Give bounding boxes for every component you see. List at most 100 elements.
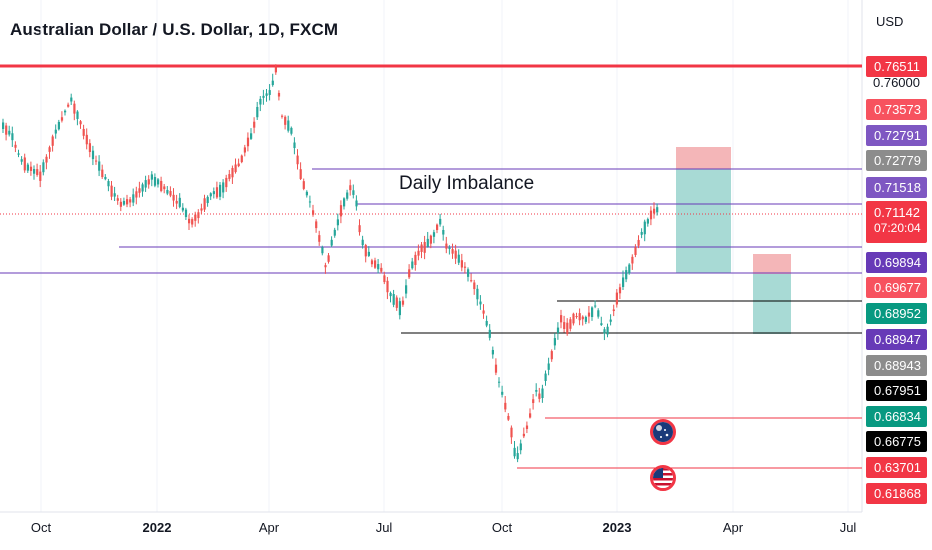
candle (206, 195, 209, 207)
candle (479, 295, 482, 310)
candle (160, 176, 163, 193)
candle (343, 197, 346, 210)
candle (386, 276, 389, 300)
axis-price-076000: 0.76000 (873, 75, 920, 90)
candle (178, 193, 181, 209)
candle (101, 164, 104, 179)
candle (200, 203, 203, 215)
candle (401, 296, 405, 307)
candle (507, 413, 510, 422)
australia-flag-icon[interactable] (650, 419, 676, 445)
candle (653, 202, 656, 219)
candle (336, 213, 339, 231)
candle (569, 317, 572, 332)
candle (315, 219, 318, 233)
candle (188, 214, 191, 230)
candle (194, 211, 197, 227)
candle (398, 297, 401, 320)
candle (618, 283, 622, 300)
candle (460, 253, 463, 272)
candle (79, 120, 82, 129)
candle (370, 258, 374, 268)
candle (262, 89, 265, 105)
candle (48, 145, 51, 159)
candle (572, 312, 575, 326)
candle (54, 124, 57, 139)
candle (82, 124, 85, 140)
candle (432, 229, 436, 244)
candle (327, 253, 330, 264)
candle (463, 262, 467, 274)
candle (600, 316, 603, 327)
candle (138, 181, 141, 198)
candle (426, 231, 429, 248)
short-position-2-target-zone[interactable] (753, 274, 791, 334)
candle (522, 427, 525, 439)
short-position-2-stop-zone[interactable] (753, 254, 791, 274)
candle (246, 132, 250, 152)
candle (67, 102, 70, 108)
candle (290, 126, 293, 136)
candle (259, 96, 262, 112)
candle (228, 169, 231, 182)
price-label-068947: 0.68947 (866, 329, 927, 350)
candle (346, 189, 349, 201)
candle (575, 312, 578, 319)
candle (448, 245, 451, 255)
candle (91, 145, 95, 166)
price-label-072779: 0.72779 (866, 150, 927, 171)
candle (442, 225, 445, 241)
candle (293, 137, 296, 155)
candle (395, 295, 398, 311)
candle (256, 101, 259, 121)
candle (305, 190, 308, 198)
candle (417, 244, 420, 261)
candle (405, 279, 408, 299)
price-label-069677: 0.69677 (866, 277, 927, 298)
candle (172, 188, 175, 207)
candle (581, 315, 584, 326)
candle (587, 305, 591, 324)
candle (132, 188, 135, 207)
candle (296, 149, 299, 170)
candle (516, 446, 519, 463)
imbalance-label[interactable]: Daily Imbalance (399, 173, 535, 194)
candle (85, 128, 88, 150)
candle (191, 217, 194, 228)
short-position-stop-zone[interactable] (676, 147, 731, 169)
candle (457, 249, 460, 266)
candle (253, 117, 256, 134)
candle (525, 421, 529, 434)
candle (640, 228, 643, 239)
price-label-076511: 0.76511 (866, 56, 927, 77)
candle (454, 244, 457, 265)
candle (107, 178, 110, 192)
candle (488, 324, 491, 341)
candle (473, 279, 476, 295)
candle (147, 175, 150, 189)
candle (612, 304, 615, 317)
candle (39, 165, 42, 188)
candle (544, 370, 547, 386)
candle (222, 179, 225, 199)
short-position-target-zone[interactable] (676, 169, 731, 273)
candle (119, 198, 122, 212)
candle (243, 144, 246, 157)
candle (29, 161, 33, 176)
candle (383, 271, 386, 285)
price-label-066834: 0.66834 (866, 406, 927, 427)
candle (281, 114, 284, 119)
candle (184, 207, 188, 220)
x-tick-2022-1: 2022 (142, 520, 172, 535)
candle (135, 186, 138, 205)
candle (129, 196, 132, 208)
us-flag-icon[interactable] (650, 465, 676, 491)
candle (594, 300, 597, 309)
candle (126, 194, 129, 208)
candle (209, 192, 212, 201)
candle (414, 251, 417, 271)
candle (339, 200, 343, 224)
price-label-063701: 0.63701 (866, 457, 927, 478)
